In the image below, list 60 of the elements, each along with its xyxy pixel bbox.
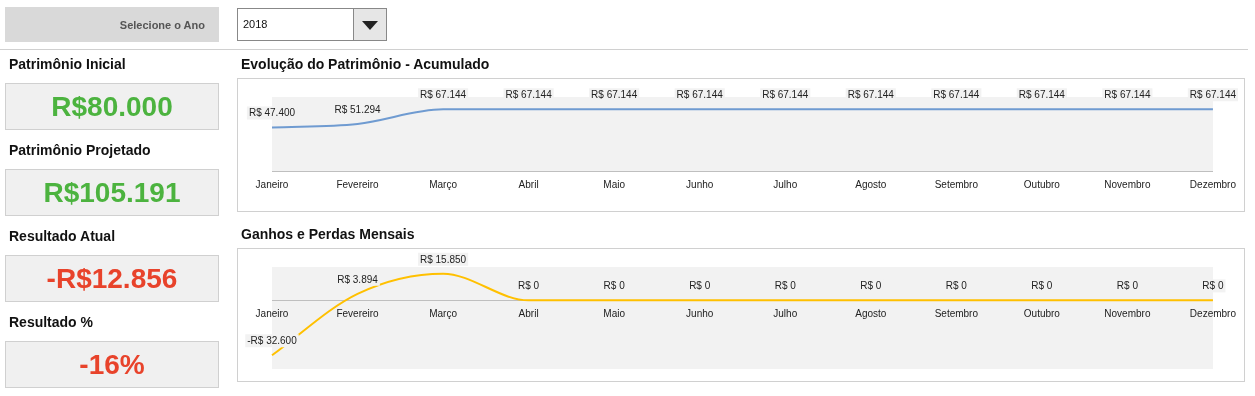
- text: Resultado %: [9, 314, 94, 330]
- x-tick-label: Janeiro: [255, 178, 289, 190]
- x-tick-label: Outubro: [1023, 308, 1061, 320]
- data-label: R$ 67.144: [1189, 89, 1237, 101]
- x-tick-label: Agosto: [855, 178, 887, 190]
- chart-title: Evolução do Patrimônio - Acumulado: [241, 56, 491, 74]
- x-tick-label: Novembro: [1104, 308, 1151, 320]
- text: Patrimônio Projetado: [9, 142, 151, 158]
- data-label: R$ 47.400: [248, 107, 296, 119]
- data-label: R$ 0: [603, 280, 626, 292]
- data-label: R$ 67.144: [676, 89, 724, 101]
- x-tick-label: Dezembro: [1189, 178, 1237, 190]
- text: 2018: [243, 18, 268, 30]
- data-label: R$ 0: [774, 280, 797, 292]
- text: R$105.191: [5, 169, 219, 216]
- x-tick-label: Julho: [773, 308, 798, 320]
- data-label: R$ 67.144: [1104, 89, 1151, 101]
- text: Patrimônio Inicial: [9, 56, 126, 72]
- x-tick-label: Março: [429, 178, 458, 190]
- chart-title: Ganhos e Perdas Mensais: [241, 226, 416, 244]
- text: Resultado Atual: [9, 228, 116, 244]
- x-tick-label: Setembro: [934, 178, 979, 190]
- data-label: R$ 67.144: [933, 89, 980, 101]
- x-tick-label: Fevereiro: [336, 308, 380, 320]
- x-tick-label: Novembro: [1104, 178, 1151, 190]
- data-label: R$ 67.144: [847, 89, 895, 101]
- x-tick-label: Agosto: [855, 308, 887, 320]
- text: R$80.000: [5, 83, 219, 130]
- text: -16%: [5, 341, 219, 388]
- text: Selecione o Ano: [5, 7, 219, 42]
- x-tick-label: Março: [429, 308, 458, 320]
- data-label: R$ 0: [518, 280, 540, 292]
- data-label: R$ 0: [689, 280, 711, 292]
- x-tick-label: Abril: [518, 308, 539, 320]
- x-tick-label: Maio: [603, 178, 626, 190]
- x-tick-label: Junho: [686, 178, 714, 190]
- x-tick-label: Setembro: [934, 308, 979, 320]
- x-tick-label: Maio: [603, 308, 626, 320]
- data-label: R$ 51.294: [334, 103, 382, 115]
- x-tick-label: Janeiro: [255, 308, 289, 320]
- x-tick-label: Outubro: [1023, 178, 1061, 190]
- data-label: R$ 67.144: [420, 89, 467, 101]
- x-tick-label: Abril: [518, 178, 539, 190]
- data-label: R$ 15.850: [420, 253, 467, 265]
- data-label: R$ 67.144: [591, 89, 638, 101]
- x-tick-label: Fevereiro: [336, 178, 380, 190]
- x-tick-label: Julho: [773, 178, 798, 190]
- data-label: -R$ 32.600: [247, 335, 298, 347]
- x-tick-label: Junho: [686, 308, 714, 320]
- data-label: R$ 3.894: [337, 273, 379, 285]
- data-label: R$ 0: [945, 280, 968, 292]
- data-label: R$ 0: [1116, 280, 1139, 292]
- data-label: R$ 67.144: [505, 89, 553, 101]
- text: -R$12.856: [5, 255, 219, 302]
- data-label: R$ 0: [860, 280, 882, 292]
- x-tick-label: Dezembro: [1189, 308, 1237, 320]
- data-label: R$ 0: [1031, 280, 1053, 292]
- data-label: R$ 0: [1202, 280, 1224, 292]
- data-label: R$ 67.144: [1018, 89, 1066, 101]
- data-label: R$ 67.144: [762, 89, 809, 101]
